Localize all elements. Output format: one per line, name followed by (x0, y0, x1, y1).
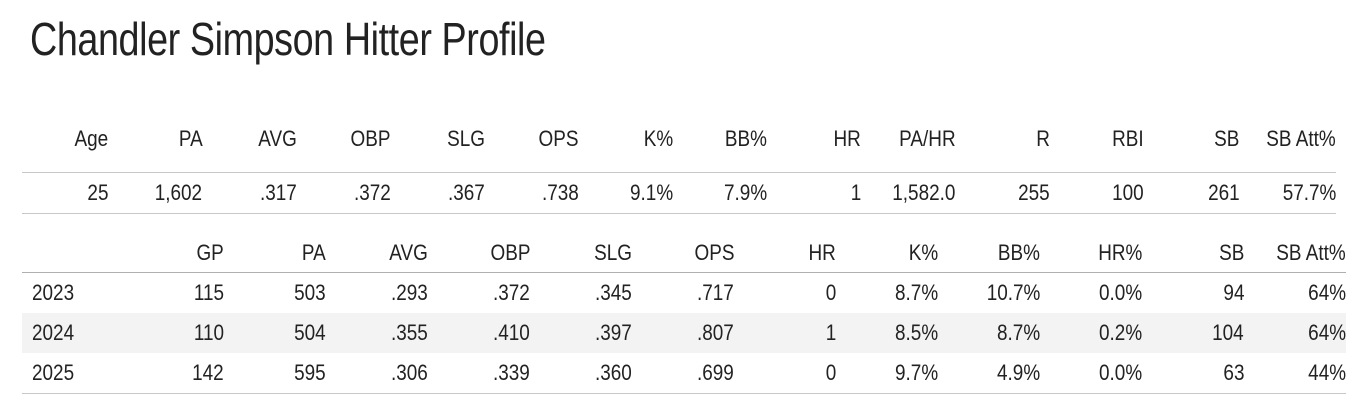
table-cell: .807 (632, 313, 734, 353)
career-header-row: Age PA AVG OBP SLG OPS K% BB% HR PA/HR R… (22, 106, 1336, 173)
table-cell: 104 (1142, 313, 1244, 353)
column-header: HR (734, 234, 836, 273)
season-year-cell: 2025 (22, 353, 122, 394)
table-cell: 1 (767, 172, 862, 214)
column-header: Age (74, 126, 109, 151)
column-header: SB Att% (1244, 234, 1346, 273)
table-cell: 8.5% (836, 313, 938, 353)
table-cell: .293 (391, 280, 428, 305)
table-cell: .317 (202, 172, 297, 214)
table-cell: 1,602 (108, 172, 203, 214)
table-cell: .355 (326, 313, 428, 353)
table-cell: 100 (1049, 172, 1144, 214)
table-cell: .699 (632, 353, 734, 394)
column-header: OBP (350, 126, 391, 151)
column-header: R (1035, 126, 1050, 151)
column-header: SB Att% (1266, 126, 1336, 151)
column-header: PA/HR (898, 126, 956, 151)
column-header: HR% (1040, 234, 1142, 273)
table-cell: 4.9% (938, 353, 1040, 394)
table-row: 2025 142 595 .306 .339 .360 .699 0 9.7% … (22, 353, 1346, 394)
table-cell: 64% (1244, 313, 1346, 353)
table-cell: .372 (493, 280, 530, 305)
table-cell: 57.7% (1239, 172, 1336, 214)
table-cell: 115 (193, 280, 224, 305)
column-header: BB% (725, 126, 768, 151)
table-cell: 0.0% (1040, 353, 1142, 394)
table-cell: 7.9% (672, 172, 768, 214)
table-cell: 0 (825, 280, 836, 305)
career-summary-table: Age PA AVG OBP SLG OPS K% BB% HR PA/HR R… (22, 106, 1336, 214)
table-cell: .345 (595, 280, 632, 305)
table-row: 2023 115 503 .293 .372 .345 .717 0 8.7% … (22, 273, 1346, 314)
table-cell: 9.1% (578, 172, 673, 214)
table-cell: 64% (1308, 280, 1346, 305)
table-cell: 504 (224, 313, 326, 353)
table-cell: .360 (530, 353, 632, 394)
table-cell: 94 (1222, 280, 1244, 305)
table-cell: 595 (224, 353, 326, 394)
season-year-cell: 2024 (22, 313, 122, 353)
column-header (22, 234, 122, 273)
column-header: OPS (632, 234, 734, 273)
column-header: AVG (326, 234, 428, 273)
column-header: SB (1214, 126, 1240, 151)
column-header: K% (643, 126, 673, 151)
column-header: SLG (446, 126, 485, 151)
season-header-row: GP PA AVG OBP SLG OPS HR K% BB% HR% SB S… (22, 234, 1346, 273)
table-cell: .306 (326, 353, 428, 394)
table-cell: 255 (955, 172, 1050, 214)
table-cell: .367 (390, 172, 485, 214)
table-cell: 9.7% (836, 353, 938, 394)
table-cell: 110 (122, 313, 224, 353)
column-header: PA (224, 234, 326, 273)
table-cell: 8.7% (938, 313, 1040, 353)
page-title: Chandler Simpson Hitter Profile (30, 13, 546, 65)
table-cell: 261 (1143, 172, 1240, 214)
column-header: SB (1142, 234, 1244, 273)
career-values-row: 25 1,602 .317 .372 .367 .738 9.1% 7.9% 1… (22, 172, 1336, 214)
column-header: K% (836, 234, 938, 273)
column-header: BB% (938, 234, 1040, 273)
season-year-cell: 2023 (32, 280, 75, 305)
table-cell: 8.7% (894, 280, 938, 305)
column-header: SLG (530, 234, 632, 273)
table-cell: 0.2% (1040, 313, 1142, 353)
table-cell: .738 (484, 172, 579, 214)
season-stats-table: GP PA AVG OBP SLG OPS HR K% BB% HR% SB S… (22, 234, 1346, 394)
column-header: OPS (538, 126, 579, 151)
table-cell: 44% (1244, 353, 1346, 394)
column-header: AVG (257, 126, 297, 151)
table-cell: .339 (428, 353, 530, 394)
table-cell: .717 (697, 280, 734, 305)
column-header: HR (833, 126, 862, 151)
table-cell: .372 (296, 172, 391, 214)
table-cell: 142 (122, 353, 224, 394)
table-cell: 63 (1142, 353, 1244, 394)
table-cell: 1,582.0 (861, 172, 956, 214)
table-cell: 503 (294, 280, 326, 305)
table-cell: 25 (22, 172, 109, 214)
table-cell: 1 (734, 313, 836, 353)
column-header: PA (178, 126, 203, 151)
table-cell: .410 (428, 313, 530, 353)
table-cell: 0.0% (1098, 280, 1142, 305)
table-cell: 0 (734, 353, 836, 394)
table-row: 2024 110 504 .355 .410 .397 .807 1 8.5% … (22, 313, 1346, 353)
column-header: RBI (1112, 126, 1144, 151)
column-header: OBP (428, 234, 530, 273)
table-cell: .397 (530, 313, 632, 353)
column-header: GP (122, 234, 224, 273)
table-cell: 10.7% (986, 280, 1040, 305)
